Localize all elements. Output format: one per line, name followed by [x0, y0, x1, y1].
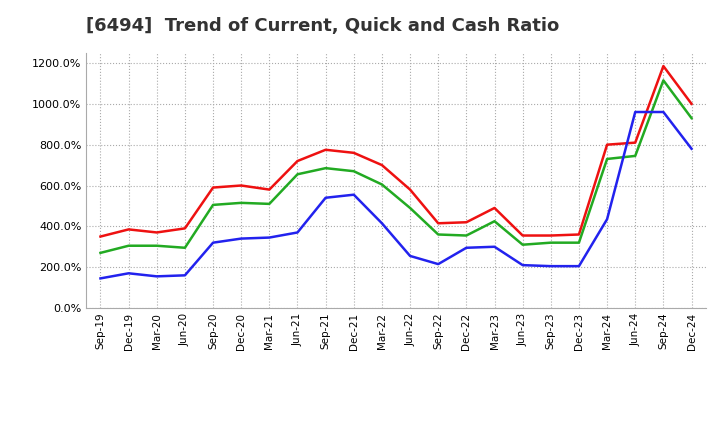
- Cash Ratio: [603, 216, 611, 222]
- Current Ratio: [209, 185, 217, 190]
- Cash Ratio: [631, 110, 639, 115]
- Cash Ratio: [518, 263, 527, 268]
- Current Ratio: [518, 233, 527, 238]
- Current Ratio: [631, 140, 639, 145]
- Cash Ratio: [687, 146, 696, 151]
- Current Ratio: [237, 183, 246, 188]
- Current Ratio: [603, 142, 611, 147]
- Cash Ratio: [237, 236, 246, 241]
- Cash Ratio: [406, 253, 415, 259]
- Current Ratio: [546, 233, 555, 238]
- Current Ratio: [321, 147, 330, 152]
- Quick Ratio: [96, 250, 105, 256]
- Quick Ratio: [687, 115, 696, 121]
- Current Ratio: [377, 162, 386, 168]
- Current Ratio: [153, 230, 161, 235]
- Cash Ratio: [125, 271, 133, 276]
- Current Ratio: [349, 150, 358, 155]
- Quick Ratio: [293, 172, 302, 177]
- Quick Ratio: [546, 240, 555, 246]
- Current Ratio: [96, 234, 105, 239]
- Line: Quick Ratio: Quick Ratio: [101, 81, 691, 253]
- Quick Ratio: [321, 165, 330, 171]
- Cash Ratio: [659, 110, 667, 115]
- Current Ratio: [687, 101, 696, 106]
- Quick Ratio: [462, 233, 471, 238]
- Current Ratio: [659, 63, 667, 69]
- Current Ratio: [181, 226, 189, 231]
- Current Ratio: [575, 232, 583, 237]
- Quick Ratio: [209, 202, 217, 208]
- Quick Ratio: [575, 240, 583, 246]
- Cash Ratio: [490, 244, 499, 249]
- Cash Ratio: [293, 230, 302, 235]
- Text: [6494]  Trend of Current, Quick and Cash Ratio: [6494] Trend of Current, Quick and Cash …: [86, 17, 559, 35]
- Quick Ratio: [349, 169, 358, 174]
- Current Ratio: [125, 227, 133, 232]
- Quick Ratio: [377, 182, 386, 187]
- Current Ratio: [265, 187, 274, 192]
- Quick Ratio: [153, 243, 161, 248]
- Cash Ratio: [462, 245, 471, 250]
- Current Ratio: [434, 220, 443, 226]
- Cash Ratio: [181, 273, 189, 278]
- Current Ratio: [462, 220, 471, 225]
- Cash Ratio: [377, 220, 386, 226]
- Line: Cash Ratio: Cash Ratio: [101, 112, 691, 279]
- Cash Ratio: [575, 264, 583, 269]
- Quick Ratio: [237, 200, 246, 205]
- Cash Ratio: [349, 192, 358, 197]
- Current Ratio: [293, 158, 302, 164]
- Cash Ratio: [96, 276, 105, 281]
- Quick Ratio: [406, 205, 415, 211]
- Cash Ratio: [434, 261, 443, 267]
- Cash Ratio: [321, 195, 330, 200]
- Quick Ratio: [603, 156, 611, 161]
- Quick Ratio: [434, 232, 443, 237]
- Current Ratio: [490, 205, 499, 211]
- Cash Ratio: [209, 240, 217, 246]
- Cash Ratio: [265, 235, 274, 240]
- Quick Ratio: [181, 245, 189, 250]
- Current Ratio: [406, 187, 415, 192]
- Cash Ratio: [546, 264, 555, 269]
- Quick Ratio: [659, 78, 667, 83]
- Cash Ratio: [153, 274, 161, 279]
- Quick Ratio: [490, 219, 499, 224]
- Quick Ratio: [125, 243, 133, 248]
- Quick Ratio: [518, 242, 527, 247]
- Quick Ratio: [631, 153, 639, 158]
- Line: Current Ratio: Current Ratio: [101, 66, 691, 237]
- Quick Ratio: [265, 201, 274, 206]
